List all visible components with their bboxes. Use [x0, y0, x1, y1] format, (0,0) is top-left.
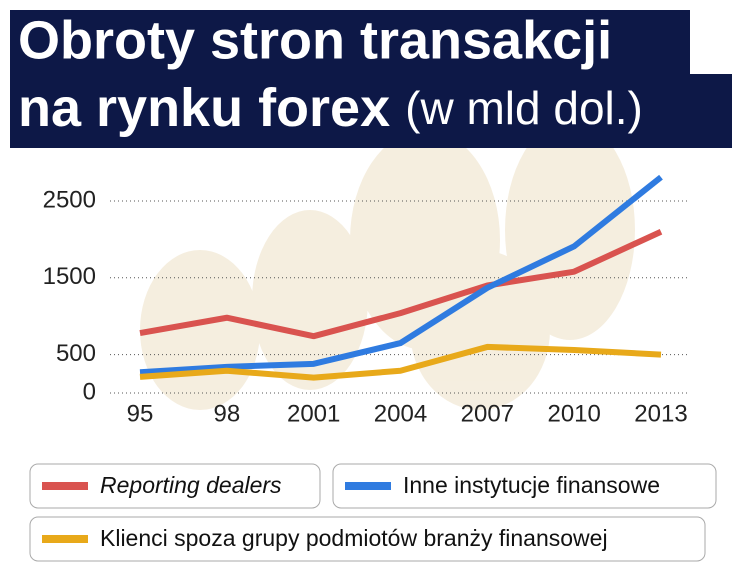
- series-line: [139, 343, 662, 381]
- y-tick-label: 0: [83, 378, 96, 405]
- series-line: [139, 228, 663, 340]
- x-tick-label: 2004: [374, 400, 427, 427]
- series-line: [139, 174, 663, 376]
- legend-box: [29, 516, 706, 562]
- x-tick-label: 98: [213, 400, 240, 427]
- legend-label: Klienci spoza grupy podmiotów branży fin…: [100, 525, 608, 551]
- chart-title: na rynku forex: [18, 78, 390, 138]
- title-box: [10, 74, 732, 148]
- y-tick-label: 1500: [43, 263, 96, 290]
- y-tick-label: 500: [56, 340, 96, 367]
- legend-box: [332, 463, 717, 509]
- legend-label: Inne instytucje finansowe: [403, 472, 660, 498]
- chart-title: na rynku forex (w mld dol.): [18, 78, 643, 138]
- legend-box: [29, 463, 321, 509]
- x-tick-label: 95: [127, 400, 154, 427]
- chart-title: Obroty stron transakcji: [18, 10, 612, 70]
- x-tick-label: 2010: [547, 400, 600, 427]
- legend-label: Reporting dealers: [100, 472, 282, 498]
- y-tick-label: 2500: [43, 186, 96, 213]
- x-tick-label: 2001: [287, 400, 340, 427]
- x-tick-label: 2013: [634, 400, 687, 427]
- title-box: [10, 10, 690, 74]
- unit: (w mld dol.): [405, 82, 643, 134]
- x-tick-label: 2007: [461, 400, 514, 427]
